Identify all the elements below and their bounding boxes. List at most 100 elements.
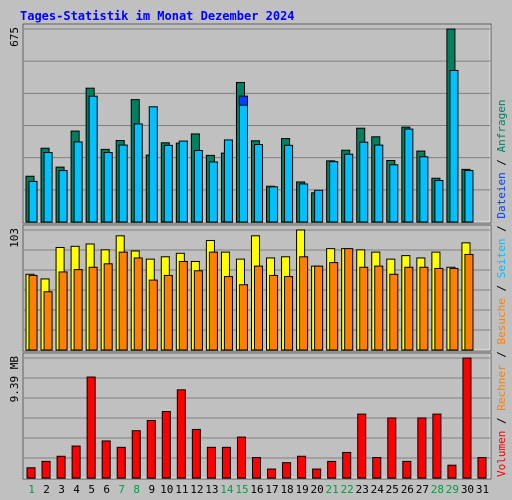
bar-besuche-day-9	[148, 279, 158, 351]
bar-dateien-day-11	[178, 140, 188, 223]
x-tick-label: 14	[220, 483, 234, 496]
bar-volumen-day-29	[447, 464, 457, 479]
bar-besuche-day-4	[73, 269, 83, 351]
y-max-label: 675	[8, 27, 21, 47]
bar-besuche-day-21	[329, 262, 339, 351]
bar-volumen-day-12	[191, 428, 201, 479]
bar-dateien-day-24	[374, 144, 384, 223]
bar-besuche-day-18	[284, 276, 294, 351]
bar-volumen-day-2	[41, 460, 51, 479]
bar-volumen-day-16	[251, 457, 262, 479]
bar-dateien-day-10	[163, 144, 173, 223]
bar-dateien-day-26	[404, 128, 414, 223]
bar-dateien-day-2	[43, 152, 53, 223]
bar-dateien-day-25	[389, 164, 399, 223]
bar-dateien-day-7	[118, 144, 128, 223]
bar-dateien-day-22	[344, 153, 354, 223]
bar-volumen-day-10	[161, 411, 171, 479]
x-tick-label: 16	[250, 483, 263, 496]
x-tick-label: 19	[295, 483, 308, 496]
bar-besuche-day-11	[178, 260, 188, 351]
bar-dateien-day-3	[58, 170, 68, 223]
legend-item-dateien: Dateien	[495, 172, 508, 218]
x-tick-label: 26	[401, 483, 414, 496]
legend-item-rechner: Rechner	[495, 364, 508, 411]
legend-item-seiten: Seiten	[495, 239, 508, 279]
bar-dateien-day-13	[208, 161, 218, 223]
panel-frame	[22, 224, 492, 352]
bar-besuche-day-14	[223, 276, 233, 351]
y-max-label: 103	[8, 228, 21, 248]
panel-middle: 103	[8, 224, 492, 352]
bar-volumen-day-20	[312, 468, 322, 479]
bar-besuche-day-1	[28, 274, 38, 351]
bar-besuche-day-2	[43, 291, 53, 351]
bar-volumen-day-30	[462, 357, 472, 479]
x-axis-day-labels: 1 2 3 4 5 6 7 8 9 10 11 12 13 14 15 16 17 18 19 20 21 22 23 24 2…	[28, 483, 489, 496]
bar-dateien-day-18	[284, 144, 294, 223]
x-tick-label: 21	[326, 483, 339, 496]
bar-volumen-day-3	[56, 455, 66, 479]
x-tick-label: 4	[73, 483, 80, 496]
bar-volumen-day-22	[342, 451, 352, 479]
chart-legend: Volumen / Rechner / Besuche / Seiten / D…	[495, 99, 508, 477]
bar-volumen-day-14	[221, 446, 231, 479]
bar-besuche-day-5	[88, 266, 98, 351]
bar-dateien-day-6	[103, 152, 113, 223]
x-tick-label: 13	[205, 483, 218, 496]
bar-besuche-day-6	[103, 263, 113, 351]
bar-volumen-day-11	[176, 389, 186, 479]
bar-volumen-day-8	[131, 430, 141, 479]
bar-besuche-day-30	[464, 253, 474, 351]
bar-volumen-day-6	[101, 440, 111, 479]
legend-item-besuche: Besuche	[495, 298, 508, 344]
bar-volumen-day-31	[477, 457, 487, 479]
x-tick-label: 1	[28, 483, 35, 496]
legend-item-anfragen: Anfragen	[495, 99, 508, 152]
bar-dateien-day-27	[419, 156, 429, 223]
bar-volumen-day-27	[417, 417, 427, 479]
bar-volumen-day-1	[26, 467, 36, 479]
panel-frame	[22, 352, 492, 480]
legend-separator: /	[495, 152, 508, 172]
legend-text: Volumen / Rechner / Besuche / Seiten / D…	[495, 99, 508, 477]
bar-besuche-day-16	[253, 265, 264, 351]
x-tick-label: 25	[386, 483, 399, 496]
panel-top: 675	[8, 23, 492, 224]
bar-volumen-day-7	[116, 446, 126, 479]
x-tick-label: 18	[280, 483, 293, 496]
bar-dateien-day-12	[193, 150, 203, 223]
bar-besuche-day-27	[419, 266, 429, 351]
x-tick-label: 8	[133, 483, 140, 496]
x-tick-label: 24	[371, 483, 385, 496]
bar-volumen-day-18	[282, 462, 292, 479]
bar-dateien-day-29	[449, 69, 459, 223]
bar-dateien-day-28	[434, 180, 444, 223]
bar-besuche-day-25	[389, 273, 399, 351]
bar-volumen-day-13	[206, 446, 216, 479]
x-tick-label: 2	[43, 483, 50, 496]
y-max-label: 9.39 MB	[8, 356, 21, 403]
bar-besuche-day-17	[269, 274, 279, 351]
x-tick-label: 20	[311, 483, 324, 496]
bar-besuche-day-20	[314, 265, 324, 351]
bar-dateien-day-14	[223, 139, 233, 223]
x-tick-label: 9	[148, 483, 155, 496]
bar-volumen-day-21	[327, 460, 337, 479]
legend-separator: /	[495, 345, 508, 365]
bar-besuche-day-10	[163, 274, 173, 351]
bar-dateien-day-30	[464, 170, 474, 223]
bar-volumen-day-25	[387, 417, 397, 479]
legend-separator: /	[495, 219, 508, 239]
bar-dateien-day-15	[238, 95, 248, 223]
panel-frame	[22, 23, 492, 224]
x-tick-label: 22	[341, 483, 354, 496]
bar-dateien-day-4	[73, 141, 83, 223]
x-tick-label: 6	[103, 483, 110, 496]
legend-separator: /	[495, 278, 508, 298]
legend-item-volumen: Volumen	[495, 431, 508, 477]
bar-besuche-day-12	[193, 270, 203, 351]
bar-besuche-day-29	[449, 267, 459, 351]
x-tick-label: 3	[58, 483, 65, 496]
panel-bottom: 9.39 MB	[8, 352, 492, 480]
